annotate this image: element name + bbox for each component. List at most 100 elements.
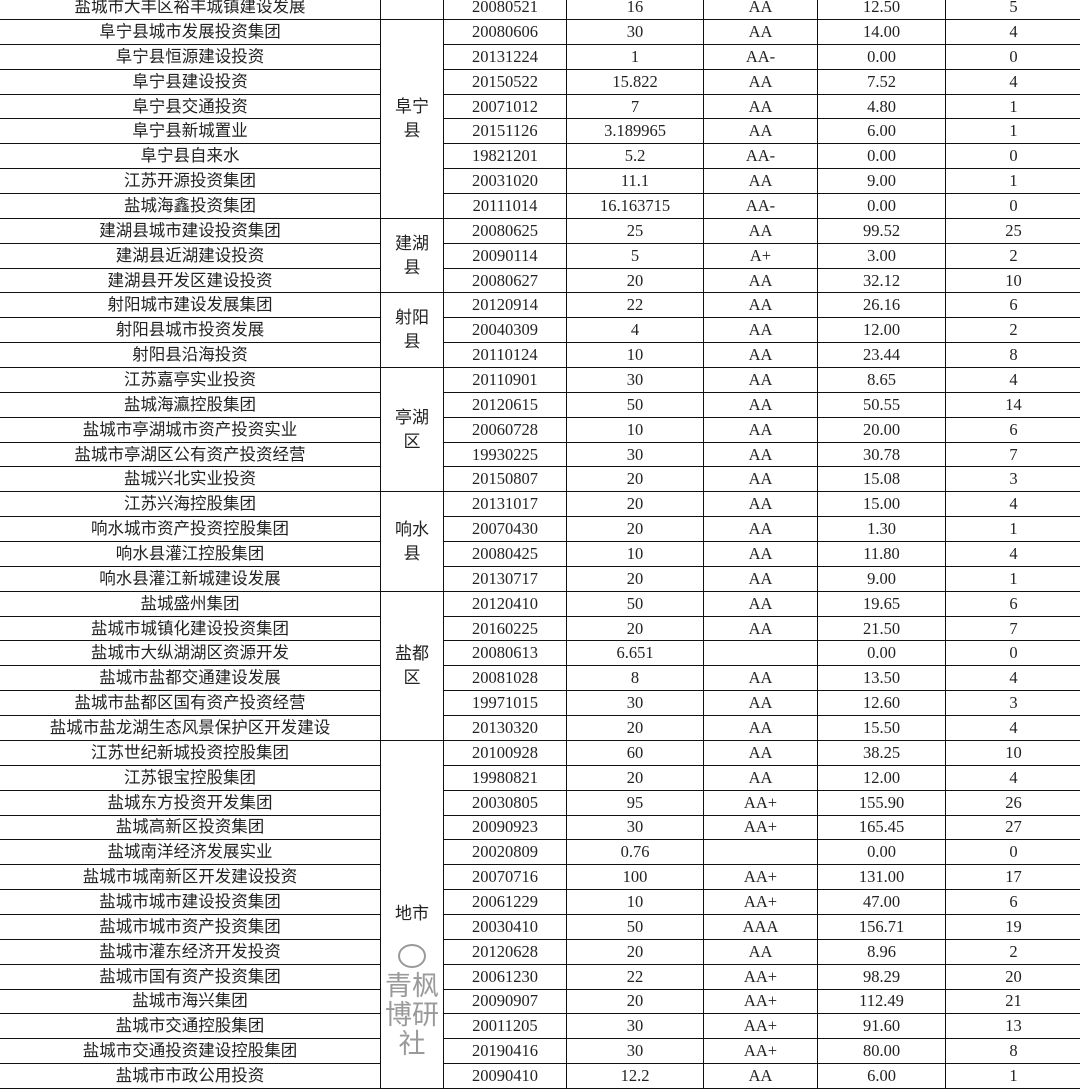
company-name-cell: 阜宁县建设投资 <box>0 68 381 95</box>
count-cell: 6 <box>945 292 1080 319</box>
company-name-cell: 盐城市国有资产投资集团 <box>0 963 381 990</box>
capital-cell: 30 <box>566 441 704 468</box>
wechat-icon <box>398 944 426 968</box>
company-name-cell: 盐城市大纵湖湖区资源开发 <box>0 640 381 667</box>
rating-cell: AA <box>703 292 818 319</box>
date-cell: 20090410 <box>443 1063 567 1089</box>
table-row: 江苏嘉亭实业投资 亭湖区 20110901 30 AA 8.65 4 <box>0 367 1080 493</box>
rating-cell: AA+ <box>703 988 818 1015</box>
count-cell: 13 <box>945 1013 1080 1040</box>
count-cell: 1 <box>945 516 1080 543</box>
company-name-cell: 江苏世纪新城投资控股集团 <box>0 739 381 766</box>
capital-cell: 20 <box>566 267 704 294</box>
count-cell: 4 <box>945 68 1080 95</box>
capital-cell: 50 <box>566 590 704 617</box>
capital-cell: 30 <box>566 814 704 841</box>
amount-cell: 99.52 <box>817 217 946 244</box>
amount-cell: 0.00 <box>817 193 946 219</box>
company-name-cell: 阜宁县新城置业 <box>0 118 381 145</box>
amount-cell: 12.50 <box>817 0 946 20</box>
capital-cell: 20 <box>566 988 704 1015</box>
capital-cell: 16 <box>566 0 704 20</box>
count-cell: 4 <box>945 491 1080 518</box>
table-row: 盐城兴北实业投资 20150807 20 AA 15.08 3 <box>0 466 1080 493</box>
count-cell: 27 <box>945 814 1080 841</box>
count-cell: 6 <box>945 590 1080 617</box>
table-row: 响水县灌江新城建设发展 20130717 20 AA 9.00 1 <box>0 565 1080 592</box>
amount-cell: 7.52 <box>817 68 946 95</box>
capital-cell: 16.163715 <box>566 193 704 219</box>
date-cell: 20081028 <box>443 665 567 692</box>
date-cell: 20130717 <box>443 565 567 592</box>
amount-cell: 38.25 <box>817 739 946 766</box>
count-cell: 10 <box>945 739 1080 766</box>
rating-cell: AA <box>703 615 818 642</box>
region-cell: 阜宁县 <box>380 19 444 219</box>
capital-cell: 60 <box>566 739 704 766</box>
amount-cell: 9.00 <box>817 565 946 592</box>
capital-cell: 10 <box>566 342 704 369</box>
company-name-cell: 盐城市城市建设投资集团 <box>0 889 381 915</box>
rating-cell: AA+ <box>703 889 818 915</box>
date-cell: 20031020 <box>443 168 567 195</box>
table-row: 盐城市盐都区国有资产投资经营 19971015 30 AA 12.60 3 <box>0 690 1080 717</box>
company-name-cell: 江苏开源投资集团 <box>0 168 381 195</box>
amount-cell: 12.00 <box>817 317 946 344</box>
amount-cell: 0.00 <box>817 839 946 866</box>
amount-cell: 26.16 <box>817 292 946 319</box>
region-label: 响水县 <box>395 519 429 563</box>
company-name-cell: 盐城兴北实业投资 <box>0 466 381 493</box>
date-cell: 20131017 <box>443 491 567 518</box>
capital-cell: 20 <box>566 466 704 493</box>
capital-cell: 20 <box>566 615 704 642</box>
rating-cell: AA+ <box>703 1038 818 1065</box>
count-cell: 4 <box>945 367 1080 393</box>
count-cell: 5 <box>945 0 1080 20</box>
company-name-cell: 建湖县近湖建设投资 <box>0 242 381 269</box>
capital-cell: 12.2 <box>566 1063 704 1089</box>
date-cell: 20120628 <box>443 938 567 965</box>
rating-cell: AA <box>703 466 818 493</box>
rating-cell: AA- <box>703 193 818 219</box>
table-row: 盐城市城市建设投资集团 20061229 10 AA+ 47.00 6 <box>0 889 1080 915</box>
table-row: 建湖县开发区建设投资 20080627 20 AA 32.12 10 <box>0 267 1080 294</box>
date-cell: 20061230 <box>443 963 567 990</box>
amount-cell: 15.08 <box>817 466 946 493</box>
count-cell: 1 <box>945 118 1080 145</box>
count-cell: 4 <box>945 19 1080 45</box>
date-cell: 20011205 <box>443 1013 567 1040</box>
rating-cell: AA <box>703 516 818 543</box>
date-cell: 20030410 <box>443 913 567 940</box>
date-cell: 19930225 <box>443 441 567 468</box>
company-name-cell: 盐城市亭湖区公有资产投资经营 <box>0 441 381 468</box>
capital-cell: 95 <box>566 789 704 816</box>
date-cell: 20090114 <box>443 242 567 269</box>
company-name-cell: 射阳县城市投资发展 <box>0 317 381 344</box>
count-cell: 6 <box>945 889 1080 915</box>
amount-cell: 0.00 <box>817 640 946 667</box>
count-cell: 1 <box>945 168 1080 195</box>
rating-cell: AA <box>703 441 818 468</box>
count-cell: 8 <box>945 1038 1080 1065</box>
table-row: 盐城市亭湖区公有资产投资经营 19930225 30 AA 30.78 7 <box>0 441 1080 468</box>
table-row: 盐城盛州集团 盐都区 20120410 50 AA 19.65 6 <box>0 590 1080 741</box>
count-cell: 1 <box>945 565 1080 592</box>
date-cell: 20090923 <box>443 814 567 841</box>
capital-cell: 3.189965 <box>566 118 704 145</box>
rating-cell: AA <box>703 1063 818 1089</box>
company-name-cell: 建湖县开发区建设投资 <box>0 267 381 294</box>
region-label: 地市 <box>395 904 429 924</box>
capital-cell: 100 <box>566 864 704 891</box>
amount-cell: 4.80 <box>817 93 946 120</box>
rating-cell: AA <box>703 342 818 369</box>
rating-cell: AA <box>703 764 818 791</box>
count-cell: 8 <box>945 342 1080 369</box>
amount-cell: 12.60 <box>817 690 946 717</box>
rating-cell: AA <box>703 665 818 692</box>
amount-cell: 9.00 <box>817 168 946 195</box>
company-name-cell: 盐城市城南新区开发建设投资 <box>0 864 381 891</box>
company-name-cell: 盐城市交通投资建设控股集团 <box>0 1038 381 1065</box>
rating-cell: AA <box>703 118 818 145</box>
amount-cell: 112.49 <box>817 988 946 1015</box>
amount-cell: 50.55 <box>817 391 946 418</box>
